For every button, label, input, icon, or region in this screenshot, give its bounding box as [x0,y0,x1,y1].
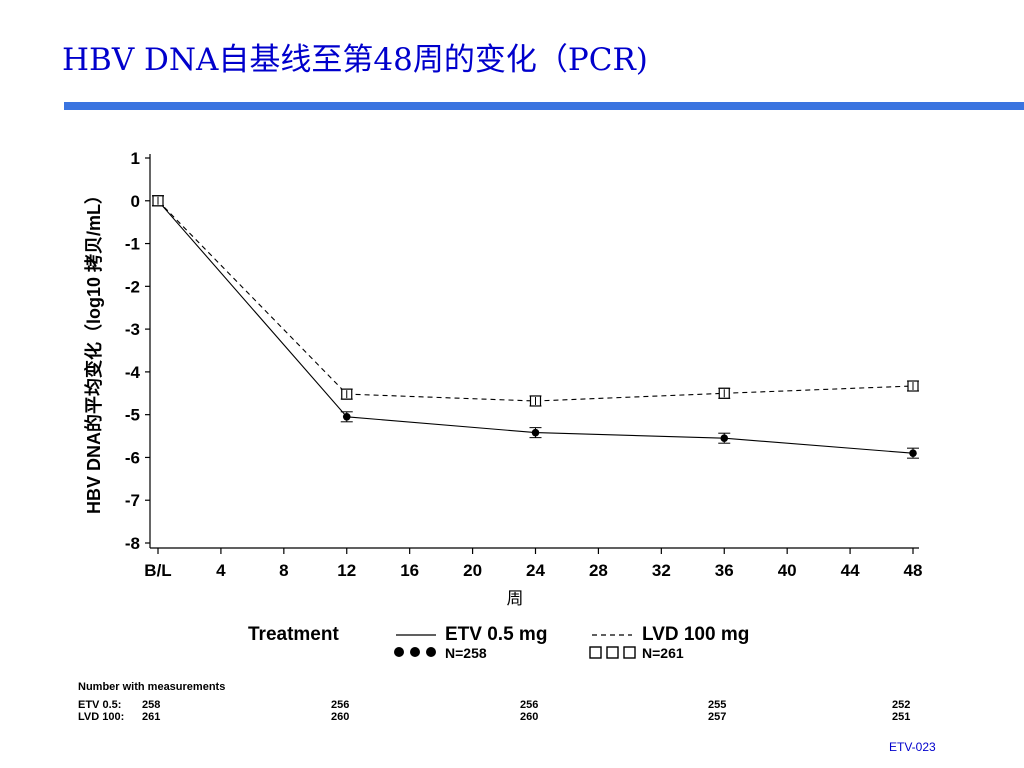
x-tick-label: 12 [337,561,356,580]
measurement-cell: 260 [331,711,350,723]
data-point [342,413,351,421]
measurement-cell: 256 [331,699,350,711]
x-tick-label: 32 [652,561,671,580]
legend-etv-marker-2 [410,647,420,657]
series-line-2 [157,200,914,402]
measurement-cell: 257 [708,711,727,723]
legend-lvd-n: N=261 [642,645,684,661]
x-tick-label: 36 [715,561,734,580]
y-tick-label: -3 [125,320,140,339]
legend-title: Treatment [248,624,339,645]
x-tick-label: 4 [216,561,226,580]
y-tick-label: -1 [125,235,140,254]
measurements-header: Number with measurements [78,681,226,693]
x-tick-label: 48 [904,561,923,580]
legend-lvd-label: LVD 100 mg [642,624,750,645]
chart-series-markers [152,195,919,459]
y-tick-label: -6 [125,448,140,467]
x-tick-label: 20 [463,561,482,580]
y-tick-label: 1 [131,149,140,168]
measurement-cell: 251 [892,711,911,723]
footer-code: ETV-023 [889,740,936,754]
data-point [909,449,917,457]
x-tick-label: 16 [400,561,419,580]
measurement-cell: 252 [892,699,911,711]
data-point [720,434,729,442]
title-divider [64,102,1024,110]
y-tick-label: 0 [131,192,140,211]
legend-lvd-line-swatch [592,634,632,636]
legend-etv-label: ETV 0.5 mg [445,624,548,645]
chart-series-lines [157,200,914,454]
measurement-cell: 255 [708,699,727,711]
measurement-cell: 258 [142,699,161,711]
y-axis-label: HBV DNA的平均变化（log10 拷贝/mL） [83,186,104,514]
chart-axes [149,154,919,549]
legend-lvd-marker-3 [623,646,636,659]
y-tick-label: -7 [125,491,140,510]
legend-lvd-marker-1 [589,646,602,659]
y-tick-label: -5 [125,406,140,425]
slide-title: HBV DNA自基线至第48周的变化（PCR) [62,42,648,78]
legend-etv-n: N=258 [445,645,487,661]
x-tick-label: 24 [526,561,545,580]
measurement-cell: 256 [520,699,539,711]
x-tick-label: 44 [841,561,860,580]
measurements-row-label-etv: ETV 0.5: [78,699,122,711]
legend-lvd-markers [589,646,636,659]
chart-ticks: 10-1-2-3-4-5-6-7-8B/L 4 8 12 16 20 24 28 32 36 40 4… [125,149,923,580]
x-axis-label: 周 [507,589,524,609]
legend-etv-markers [394,647,436,657]
x-tick-label: 28 [589,561,608,580]
x-tick-label: 8 [279,561,288,580]
measurement-cell: 261 [142,711,161,723]
x-tick-label: B/L [144,561,171,580]
y-tick-label: -8 [125,534,140,553]
data-point [531,428,540,437]
series-line-1 [157,200,914,454]
y-tick-label: -2 [125,277,140,296]
legend-etv-marker-3 [426,647,436,657]
measurements-row-label-lvd: LVD 100: [78,711,125,723]
measurement-cell: 260 [520,711,539,723]
x-tick-label: 40 [778,561,797,580]
legend-etv-marker-1 [394,647,404,657]
legend-lvd-marker-2 [606,646,619,659]
y-tick-label: -4 [125,363,141,382]
legend-etv-line-swatch [396,634,436,636]
